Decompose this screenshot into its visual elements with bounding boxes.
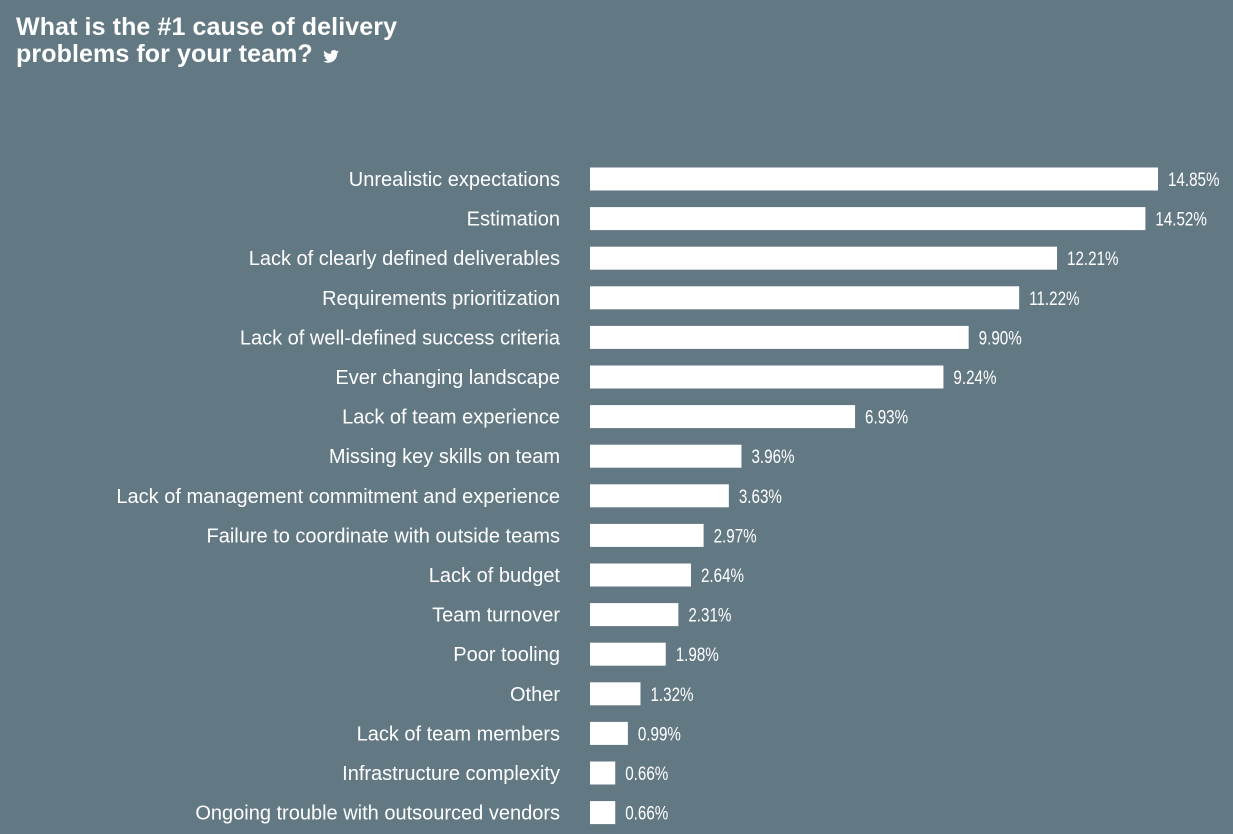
bar-value-label: 3.63%: [739, 485, 782, 507]
bar: [590, 286, 1020, 310]
category-label: Estimation: [467, 209, 560, 231]
chart-title-line-1: What is the #1 cause of delivery: [16, 13, 398, 41]
bar-value-label: 1.98%: [676, 644, 719, 666]
category-label: Lack of clearly defined deliverables: [249, 248, 560, 270]
bar: [590, 563, 691, 587]
bar-value-label: 0.66%: [625, 802, 668, 824]
category-label: Team turnover: [432, 605, 560, 627]
chart-title: What is the #1 cause of delivery problem…: [16, 14, 397, 68]
bar-value-label: 9.24%: [953, 366, 996, 388]
bar: [590, 246, 1058, 270]
bar-value-label: 2.31%: [688, 604, 731, 626]
bar-value-label: 11.22%: [1029, 287, 1079, 309]
bar: [590, 801, 616, 825]
bar: [590, 207, 1146, 231]
bar-value-label: 1.32%: [650, 683, 693, 705]
bar: [590, 167, 1158, 191]
chart-title-line-2: problems for your team?: [16, 41, 397, 68]
bar: [590, 721, 628, 745]
bar: [590, 761, 616, 785]
bar: [590, 642, 666, 666]
bar-value-label: 3.96%: [751, 446, 794, 468]
category-label: Lack of team experience: [342, 407, 560, 429]
bar: [590, 523, 704, 547]
category-label: Failure to coordinate with outside teams: [206, 525, 560, 547]
twitter-icon[interactable]: [322, 50, 339, 63]
bar: [590, 365, 944, 389]
category-label: Other: [510, 684, 560, 706]
category-label: Ongoing trouble with outsourced vendors: [195, 803, 560, 825]
category-label: Requirements prioritization: [322, 288, 560, 310]
category-label: Poor tooling: [453, 644, 560, 666]
category-label: Lack of management commitment and experi…: [116, 486, 560, 508]
bar-value-label: 2.64%: [701, 564, 744, 586]
bar: [590, 444, 742, 468]
category-label: Lack of well-defined success criteria: [240, 327, 561, 349]
category-label: Infrastructure complexity: [342, 763, 560, 785]
bar-value-label: 0.66%: [625, 762, 668, 784]
category-label: Lack of budget: [429, 565, 561, 587]
bar: [590, 682, 641, 706]
category-label: Lack of team members: [357, 723, 560, 745]
bar: [590, 603, 679, 627]
bar-value-label: 0.99%: [638, 723, 681, 745]
category-label: Ever changing landscape: [335, 367, 560, 389]
bar-value-label: 6.93%: [865, 406, 908, 428]
bar-value-label: 2.97%: [714, 525, 757, 547]
category-label: Missing key skills on team: [329, 446, 560, 468]
bar: [590, 325, 969, 349]
bar-value-label: 9.90%: [979, 327, 1022, 349]
chart-title-line-2-text: problems for your team?: [16, 40, 313, 68]
bar-value-label: 14.85%: [1168, 168, 1220, 190]
bar: [590, 405, 856, 429]
bar-value-label: 12.21%: [1067, 248, 1119, 270]
category-label: Unrealistic expectations: [349, 169, 560, 191]
bar-value-label: 14.52%: [1155, 208, 1207, 230]
bar: [590, 484, 729, 508]
